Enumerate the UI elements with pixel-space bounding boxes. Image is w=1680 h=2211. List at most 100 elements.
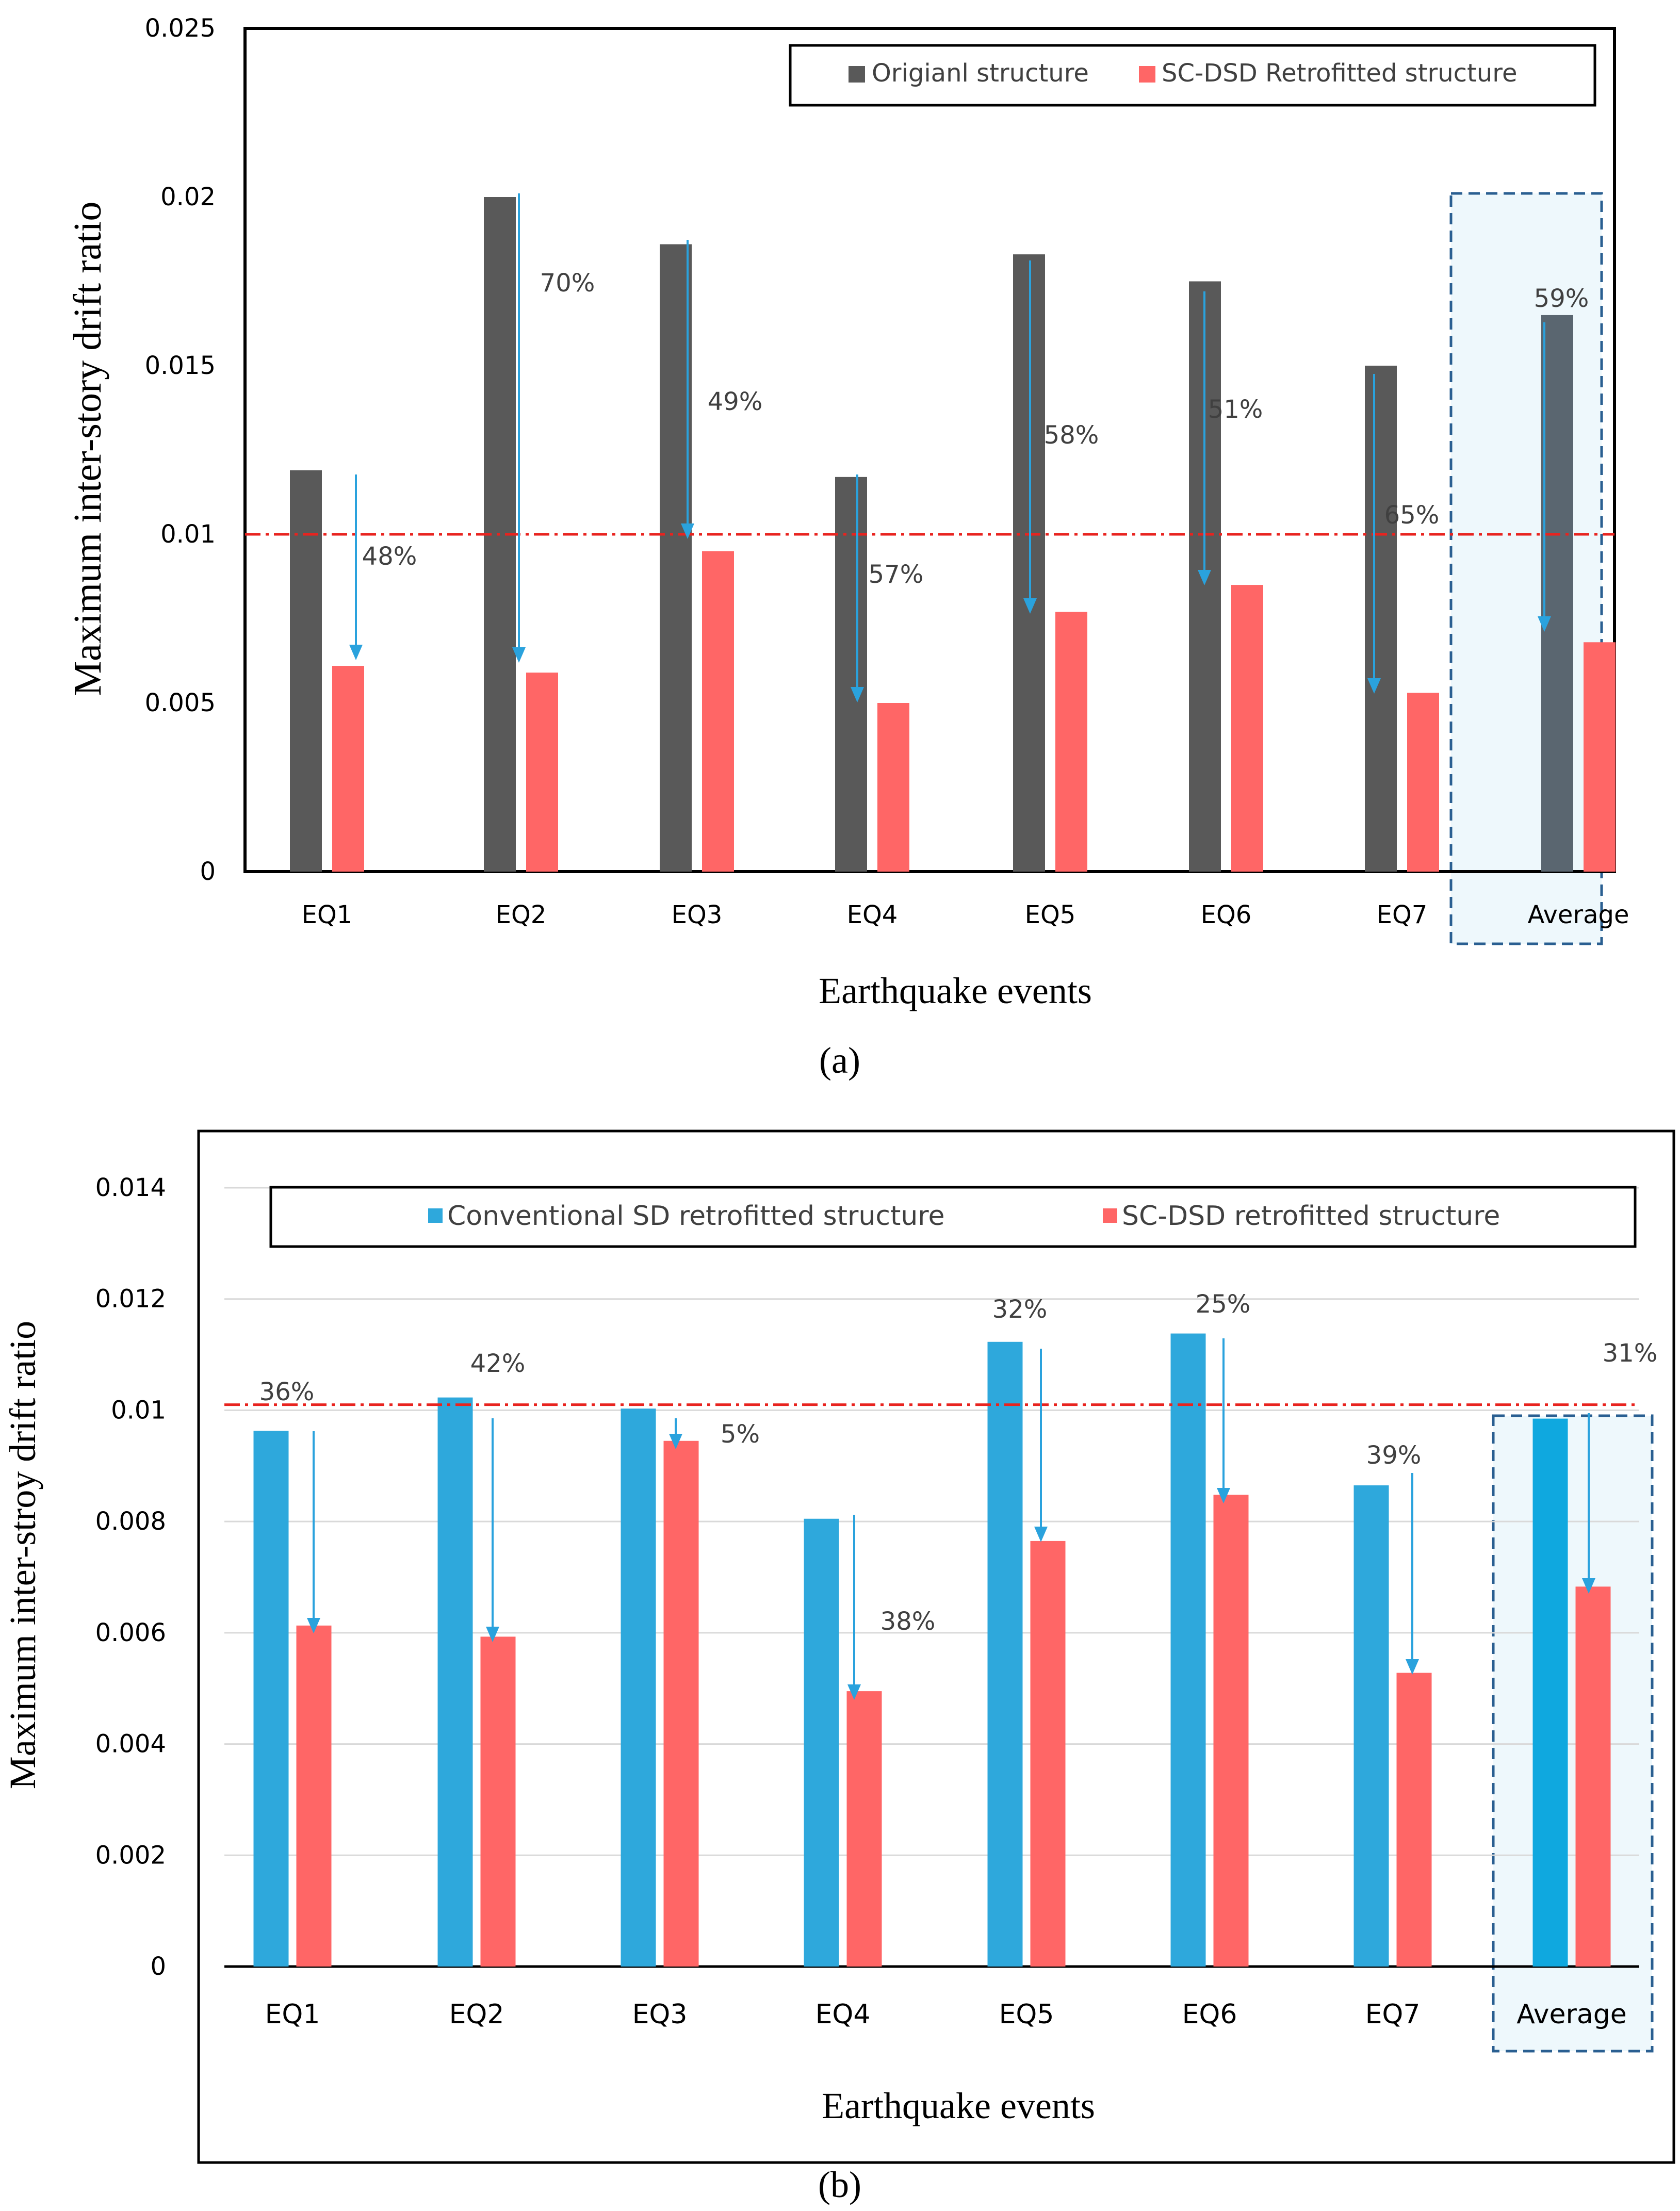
panel-b-reduction-arrow-head [1217, 1488, 1230, 1503]
panel-b-bar-series1-eq3 [621, 1409, 656, 1967]
panel-b-bar-series2-eq3 [663, 1440, 699, 1967]
panel-b-bar-series1-eq7 [1353, 1485, 1389, 1967]
panel-b-x-tick-label: EQ6 [1182, 1999, 1237, 2030]
panel-b-bar-series1-eq5 [987, 1341, 1023, 1967]
panel-a-bar-series1-average [1541, 315, 1573, 872]
panel-b-legend-swatch-sc-dsd [1103, 1208, 1117, 1223]
panel-b-y-axis-title: Maximum inter-stroy drift ratio [2, 1321, 43, 1789]
panel-b-x-tick-label: EQ4 [815, 1999, 871, 2030]
panel-b-bar-series2-eq2 [480, 1636, 516, 1967]
panel-a-y-tick-label: 0.02 [160, 183, 216, 211]
panel-b-bar-series1-average [1532, 1418, 1568, 1967]
panel-a-reduction-label: 51% [1208, 395, 1263, 424]
panel-a-bar-series1-eq4 [835, 477, 867, 872]
panel-a-reduction-label: 59% [1534, 284, 1589, 313]
panel-b-legend-swatch-conventional [428, 1208, 443, 1223]
panel-b-bar-series2-average [1575, 1586, 1611, 1967]
panel-a-reduction-arrow-head [1198, 570, 1211, 585]
panel-b-legend-label-sc-dsd: SC-DSD retrofitted structure [1122, 1201, 1500, 1232]
panel-b-reduction-arrow-head [847, 1684, 861, 1700]
panel-b-x-tick-label: EQ1 [265, 1999, 320, 2030]
panel-a-y-tick-label: 0.015 [145, 351, 216, 380]
panel-b-bar-series1-eq2 [437, 1397, 473, 1967]
panel-b-reduction-label: 31% [1603, 1339, 1658, 1368]
panel-a-reduction-arrow-head [1023, 598, 1037, 614]
panel-b-reduction-label: 5% [721, 1420, 760, 1449]
panel-a-reduction-label: 70% [540, 269, 595, 298]
panel-a-reduction-label: 57% [869, 560, 924, 589]
panel-a-bar-series2-eq3 [702, 551, 734, 872]
panel-b-bar-series2-eq1 [296, 1625, 332, 1967]
panel-a-average-highlight-box [1449, 192, 1603, 945]
panel-b-legend: Conventional SD retrofitted structure SC… [269, 1186, 1637, 1248]
panel-b-bar-series2-eq4 [846, 1691, 882, 1967]
panel-a-bar-series1-eq3 [660, 244, 692, 872]
panel-b-x-axis-title: Earthquake events [822, 2085, 1095, 2126]
panel-b-average-highlight-box [1492, 1414, 1654, 2053]
panel-a-average-highlight-rect [1449, 192, 1603, 945]
panel-a-x-tick-label: EQ6 [1201, 900, 1252, 929]
panel-a-reduction-label: 49% [708, 387, 763, 416]
panel-a-reduction-label: 58% [1044, 421, 1099, 450]
panel-b-x-tick-label: EQ5 [999, 1999, 1054, 2030]
panel-a-plot-frame [243, 27, 1616, 873]
panel-b-x-tick-label: Average [1516, 1999, 1627, 2030]
panel-b-legend-label-conventional: Conventional SD retrofitted structure [447, 1201, 945, 1232]
panel-a-reduction-arrow-head [1538, 616, 1551, 632]
panel-a-reduction-arrow-head [512, 647, 526, 663]
panel-b-bar-series1-eq1 [253, 1431, 289, 1967]
panel-b-reduction-label: 38% [880, 1607, 936, 1636]
panel-b-bars [253, 1333, 1611, 1967]
panel-a-bar-series2-average [1584, 642, 1616, 872]
panel-a-bar-series2-eq6 [1231, 585, 1263, 872]
panel-b-reduction-arrow-head [1034, 1527, 1048, 1542]
panel-b-chart-border [197, 1129, 1675, 2164]
panel-b-x-tick-labels: EQ1 EQ2 EQ3 EQ4 EQ5 EQ6 EQ7 Average [265, 1999, 1627, 2030]
panel-a-y-tick-label: 0.005 [145, 689, 216, 717]
panel-a-reduction-arrow-head [1367, 678, 1381, 694]
panel-a-x-tick-label: EQ5 [1025, 900, 1076, 929]
panel-a-x-axis-title: Earthquake events [819, 970, 1092, 1011]
panel-a-bar-series2-eq1 [332, 666, 364, 872]
panel-b-reduction-label: 42% [470, 1349, 526, 1378]
panel-b-reduction-arrow-head [307, 1618, 320, 1633]
panel-a-reduction-label: 48% [362, 542, 417, 571]
panel-a-reduction-labels: 48% 70% 49% 57% 58% 51% 65% 59% [362, 269, 1589, 589]
panel-b-y-tick-label: 0.004 [95, 1730, 166, 1759]
panel-a-legend-box [789, 44, 1596, 107]
panel-a-reduction-label: 65% [1384, 501, 1440, 530]
panel-a-chart: 0 0.005 0.01 0.015 0.02 0.025 EQ1 EQ2 EQ3 EQ4 EQ5… [66, 14, 1629, 1081]
panel-b-reduction-label: 36% [259, 1378, 315, 1406]
panel-a-x-tick-labels: EQ1 EQ2 EQ3 EQ4 EQ5 EQ6 EQ7 Average [302, 900, 1629, 929]
panel-b-bar-series2-eq7 [1396, 1673, 1432, 1967]
panel-b-reduction-arrow-head [1406, 1659, 1419, 1675]
panel-a-bar-series2-eq5 [1055, 612, 1087, 872]
panel-a-reduction-arrow-head [349, 645, 363, 660]
panel-b-reduction-label: 32% [992, 1295, 1048, 1324]
panel-b-y-tick-label: 0 [150, 1952, 166, 1981]
panel-b-reduction-label: 39% [1366, 1441, 1422, 1470]
panel-b-y-tick-label: 0.002 [95, 1841, 166, 1870]
panel-b-reduction-arrow-head [669, 1434, 682, 1449]
panel-b-bar-series1-eq6 [1170, 1333, 1206, 1967]
panel-a-reduction-arrow-head [851, 687, 864, 702]
panel-a-y-tick-label: 0 [200, 857, 216, 886]
panel-b-y-tick-label: 0.014 [95, 1173, 166, 1202]
panel-b-y-tick-label: 0.006 [95, 1618, 166, 1647]
panel-a-reduction-arrow-head [681, 523, 694, 539]
panel-a-legend-label-original: Origianl structure [872, 59, 1089, 88]
panel-b-y-tick-label: 0.01 [111, 1396, 166, 1424]
panel-a-bar-series2-eq2 [526, 673, 558, 872]
panel-b-x-tick-label: EQ3 [632, 1999, 688, 2030]
panel-a-bar-series1-eq7 [1365, 366, 1397, 872]
panel-a-x-tick-label: EQ3 [672, 900, 723, 929]
panel-b-reduction-arrow-head [1582, 1578, 1595, 1594]
panel-a-y-tick-label: 0.025 [145, 14, 216, 43]
panel-a-y-axis-title: Maximum inter-story drift ratio [66, 202, 109, 696]
panel-b-y-tick-label: 0.008 [95, 1507, 166, 1536]
panel-a-legend: Origianl structure SC-DSD Retrofitted st… [789, 44, 1596, 107]
panel-a-bar-series2-eq4 [877, 703, 909, 872]
panel-a-x-tick-label: EQ4 [847, 900, 898, 929]
